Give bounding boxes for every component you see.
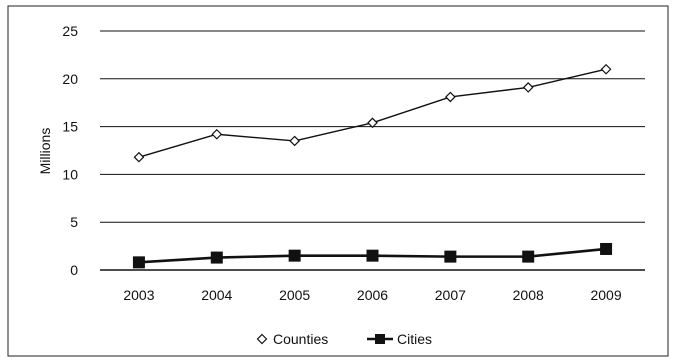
x-tick-label: 2004: [201, 287, 232, 303]
series-counties: [133, 63, 612, 163]
x-tick-label: 2008: [513, 287, 544, 303]
data-point: [289, 135, 300, 147]
legend-marker-square: [375, 334, 385, 344]
x-tick-label: 2007: [435, 287, 466, 303]
legend: Counties Cities: [256, 331, 432, 347]
data-point: [445, 91, 456, 103]
legend-item-cities: Cities: [367, 331, 432, 347]
data-point: [600, 242, 613, 255]
y-axis-tick-labels: 0 5 10 15 20 25: [62, 23, 78, 278]
data-point: [522, 250, 535, 263]
y-tick-label: 25: [62, 23, 78, 39]
data-point: [522, 82, 534, 93]
legend-item-counties: Counties: [256, 331, 328, 347]
y-tick-label: 0: [70, 262, 78, 278]
data-point: [367, 117, 378, 129]
data-point: [133, 151, 145, 163]
x-tick-label: 2005: [279, 287, 310, 303]
data-point: [210, 251, 223, 264]
data-point: [288, 249, 301, 262]
legend-marker-diamond: [256, 333, 268, 345]
data-point: [366, 249, 379, 262]
y-tick-label: 15: [62, 119, 78, 135]
series-cities: [132, 242, 613, 269]
y-tick-label: 10: [62, 166, 78, 182]
x-tick-label: 2006: [357, 287, 388, 303]
x-axis-tick-labels: 2003 2004 2005 2006 2007 2008 2009: [123, 287, 622, 303]
data-point: [211, 128, 223, 140]
y-axis-title: Millions: [37, 128, 53, 175]
y-tick-label: 5: [70, 214, 78, 230]
series-layer: [132, 63, 613, 269]
legend-label: Cities: [397, 331, 432, 347]
gridlines: [100, 30, 645, 271]
y-tick-label: 20: [62, 71, 78, 87]
data-point: [600, 63, 612, 75]
x-tick-label: 2003: [123, 287, 154, 303]
data-point: [132, 256, 145, 269]
legend-label: Counties: [273, 331, 328, 347]
x-tick-label: 2009: [590, 287, 621, 303]
data-point: [444, 250, 457, 263]
chart-border: [7, 5, 669, 357]
